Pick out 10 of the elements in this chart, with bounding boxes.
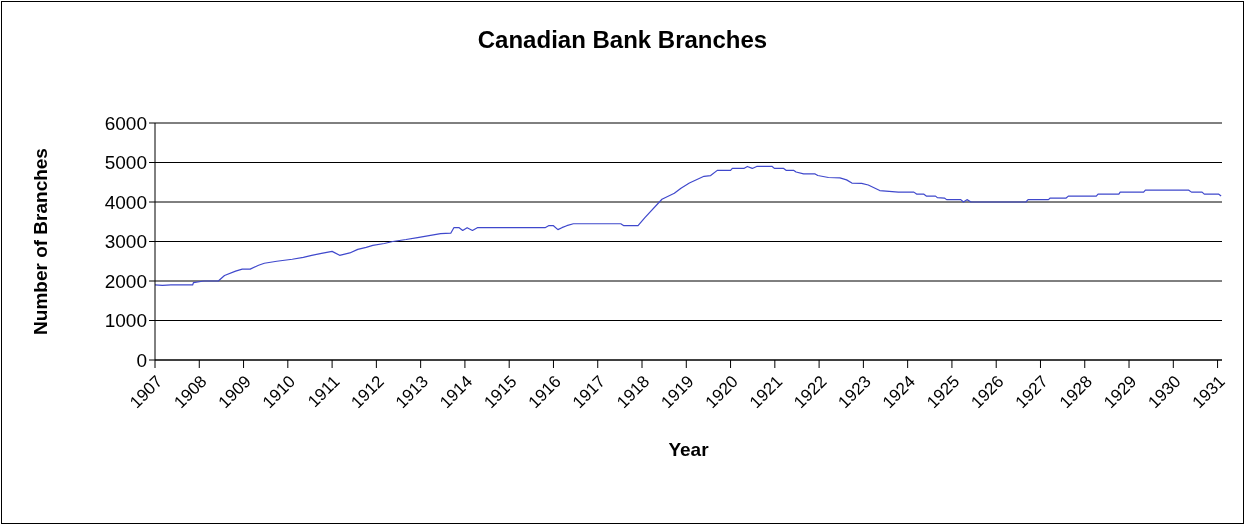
x-axis-title: Year — [668, 439, 710, 460]
y-tick-label: 2000 — [104, 270, 147, 292]
y-tick-label: 5000 — [104, 152, 147, 174]
y-axis-title: Number of Branches — [29, 148, 51, 335]
y-tick-label: 3000 — [104, 231, 147, 253]
y-tick-label: 0 — [136, 349, 147, 371]
y-tick-label: 6000 — [104, 112, 147, 134]
y-tick-label: 4000 — [104, 191, 147, 213]
y-tick-label: 1000 — [104, 310, 147, 332]
chart-title: Canadian Bank Branches — [476, 26, 769, 54]
